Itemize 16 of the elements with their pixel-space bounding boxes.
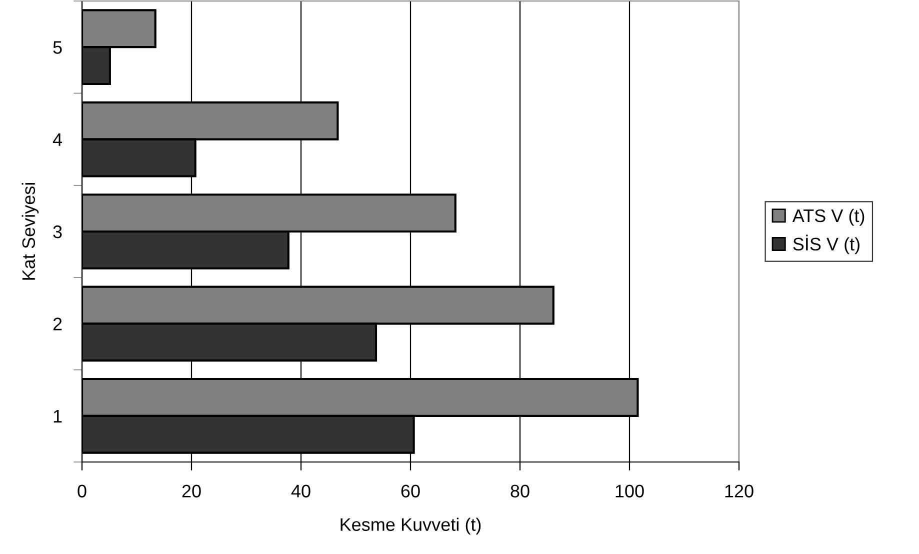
- x-tick-label: 20: [182, 484, 201, 498]
- y-axis-title: Kat Seviyesi: [22, 183, 39, 280]
- y-tick-label: 2: [53, 318, 62, 330]
- x-axis-title: Kesme Kuvveti (t): [340, 518, 481, 535]
- y-tick-label: 3: [53, 225, 62, 238]
- legend-label: ATS V (t): [792, 208, 864, 226]
- y-tick-label: 1: [54, 410, 62, 422]
- x-tick-label: 0: [78, 484, 86, 498]
- x-tick-label: 60: [401, 484, 420, 498]
- x-tick-label: 120: [725, 484, 754, 498]
- legend-label: SİS V (t): [793, 234, 860, 254]
- x-tick-label: 80: [510, 484, 530, 498]
- x-tick-label: 100: [616, 484, 644, 498]
- y-tick-label: 5: [53, 41, 62, 54]
- x-tick-label: 40: [291, 484, 310, 498]
- y-tick-label: 4: [52, 133, 62, 146]
